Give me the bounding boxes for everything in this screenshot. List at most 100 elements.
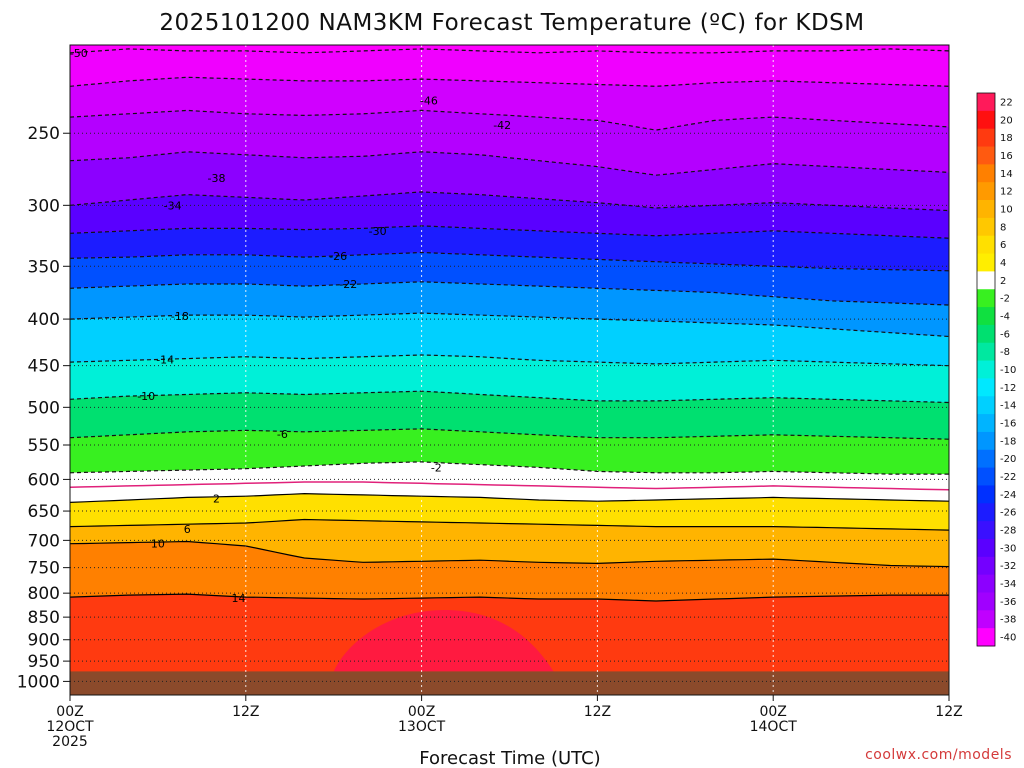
colorbar-label: -6 bbox=[1000, 329, 1010, 340]
colorbar-label: -30 bbox=[1000, 543, 1016, 554]
band--30 bbox=[70, 225, 949, 271]
colorbar-swatch bbox=[977, 324, 995, 344]
colorbar-swatch bbox=[977, 503, 995, 522]
colorbar-swatch bbox=[977, 414, 995, 433]
x-tick-label: 2025 bbox=[52, 734, 88, 750]
colorbar-swatch bbox=[977, 182, 995, 201]
contour-label: -50 bbox=[70, 47, 88, 60]
y-tick-label: 800 bbox=[28, 584, 60, 604]
contour-0 bbox=[70, 481, 949, 491]
colorbar-label: -2 bbox=[1000, 294, 1010, 305]
contour-label: -30 bbox=[369, 225, 387, 238]
colorbar-legend: 22 20 18 16 14 12 10 8 6 4 2 -2 -4 -6 -8 -10 -12 -14 -16 -1… bbox=[976, 92, 1016, 647]
contour-label: -42 bbox=[493, 119, 511, 132]
band--18 bbox=[70, 313, 949, 366]
colorbar-label: -22 bbox=[1000, 472, 1016, 483]
colorbar-label: -26 bbox=[1000, 508, 1016, 519]
colorbar-label: 20 bbox=[1000, 115, 1013, 126]
contour-label: 2 bbox=[213, 493, 220, 506]
contour-label: 6 bbox=[184, 523, 191, 536]
colorbar-label: 14 bbox=[1000, 169, 1013, 180]
colorbar-label: 18 bbox=[1000, 133, 1013, 144]
colorbar-label: 4 bbox=[1000, 258, 1006, 269]
colorbar-swatch bbox=[977, 485, 995, 504]
colorbar-label: -10 bbox=[1000, 365, 1016, 376]
y-tick-label: 450 bbox=[28, 357, 60, 377]
colorbar-label: -8 bbox=[1000, 347, 1010, 358]
colorbar-swatch bbox=[977, 93, 995, 112]
contour-14 bbox=[70, 593, 949, 602]
y-tick-label: 950 bbox=[28, 652, 60, 672]
colorbar-label: 10 bbox=[1000, 205, 1013, 216]
colorbar-label: -14 bbox=[1000, 401, 1016, 412]
band--26 bbox=[70, 252, 949, 305]
x-tick-label: 12Z bbox=[935, 704, 962, 720]
band--22 bbox=[70, 281, 949, 337]
y-tick-label: 350 bbox=[28, 257, 60, 277]
contour--38 bbox=[70, 151, 949, 176]
colorbar-swatch bbox=[977, 307, 995, 326]
colorbar-swatch bbox=[977, 574, 995, 593]
band-10 bbox=[70, 541, 949, 601]
colorbar-swatch bbox=[977, 289, 995, 308]
colorbar-label: -36 bbox=[1000, 597, 1016, 608]
grid-lines bbox=[70, 45, 949, 695]
colorbar-label: -4 bbox=[1000, 312, 1010, 323]
contour-label: -18 bbox=[171, 310, 189, 323]
colorbar-swatch bbox=[977, 538, 995, 558]
contour--34 bbox=[70, 191, 949, 212]
contour-label: 10 bbox=[151, 538, 165, 551]
band--6 bbox=[70, 428, 949, 475]
chart-title: 2025101200 NAM3KM Forecast Temperature (… bbox=[159, 10, 864, 36]
y-tick-label: 400 bbox=[28, 310, 60, 330]
colorbar-swatch bbox=[977, 467, 995, 486]
colorbar-label: -24 bbox=[1000, 490, 1016, 501]
contour-label: -10 bbox=[137, 390, 155, 403]
y-tick-label: 1000 bbox=[17, 672, 60, 692]
band--34 bbox=[70, 191, 949, 239]
y-tick-label: 700 bbox=[28, 531, 60, 551]
contour-6 bbox=[70, 518, 949, 531]
band--14 bbox=[70, 355, 949, 403]
contour-label: -26 bbox=[329, 250, 347, 263]
band--46 bbox=[70, 77, 949, 131]
contour-label: -6 bbox=[277, 428, 288, 441]
colorbar-swatch bbox=[977, 342, 995, 362]
x-tick-label: 00Z bbox=[56, 704, 83, 720]
x-tick-label: 12OCT bbox=[46, 719, 94, 735]
contour-label: -34 bbox=[164, 199, 182, 212]
colorbar-swatch bbox=[977, 396, 995, 415]
y-tick-label: 600 bbox=[28, 470, 60, 490]
colorbar-swatch bbox=[977, 110, 995, 130]
band--10 bbox=[70, 391, 949, 440]
contour-label: 14 bbox=[232, 592, 246, 605]
x-tick-label: 12Z bbox=[584, 704, 611, 720]
colorbar-label: 2 bbox=[1000, 276, 1006, 287]
colorbar-label: -34 bbox=[1000, 579, 1016, 590]
band--38 bbox=[70, 151, 949, 211]
contour-label: -38 bbox=[208, 172, 226, 185]
colorbar-label: -12 bbox=[1000, 383, 1016, 394]
colorbar-swatch bbox=[977, 253, 995, 272]
colorbar-label: 6 bbox=[1000, 240, 1006, 251]
contour-label: -2 bbox=[431, 461, 442, 474]
colorbar-swatch bbox=[977, 200, 995, 219]
band-2 bbox=[70, 493, 949, 531]
colorbar-label: -28 bbox=[1000, 526, 1016, 537]
colorbar-label: -32 bbox=[1000, 561, 1016, 572]
colorbar-swatch bbox=[977, 271, 995, 290]
contour-10 bbox=[70, 540, 949, 568]
colorbar-swatch bbox=[977, 628, 995, 647]
colorbar-swatch bbox=[977, 360, 995, 379]
y-tick-label: 750 bbox=[28, 559, 60, 579]
band--2 bbox=[70, 461, 949, 490]
contour-label: -22 bbox=[339, 278, 357, 291]
colorbar-swatch bbox=[977, 146, 995, 165]
colorbar-label: -38 bbox=[1000, 615, 1016, 626]
colorbar-label: 22 bbox=[1000, 97, 1013, 108]
contour-label: -46 bbox=[420, 94, 438, 107]
warm-core-region bbox=[333, 609, 554, 672]
colorbar-swatch bbox=[977, 521, 995, 540]
plot-frame bbox=[69, 44, 950, 696]
